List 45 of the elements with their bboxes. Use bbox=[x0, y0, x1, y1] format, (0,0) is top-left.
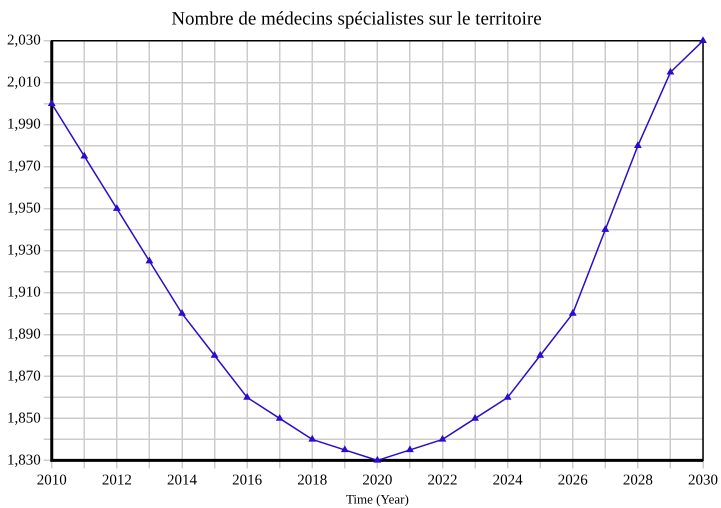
point bbox=[244, 394, 250, 400]
point bbox=[48, 100, 56, 106]
point bbox=[308, 436, 316, 442]
point bbox=[374, 456, 381, 463]
x-tick-label: 2022 bbox=[428, 472, 458, 488]
chart-title: Nombre de médecins spécialistes sur le territoire bbox=[171, 8, 542, 30]
y-tick-label: 2,030 bbox=[7, 32, 41, 49]
point bbox=[472, 414, 478, 421]
point bbox=[634, 142, 642, 148]
x-tick-label: 2024 bbox=[492, 472, 524, 488]
x-tick-label: 2018 bbox=[297, 472, 328, 488]
point bbox=[700, 37, 706, 44]
y-tick-label: 1,830 bbox=[7, 452, 41, 468]
point bbox=[439, 436, 446, 442]
point bbox=[667, 68, 674, 75]
y-tick-label: 1,850 bbox=[7, 410, 41, 426]
x-tick-label: 2014 bbox=[167, 472, 198, 488]
y-tick-label: 2,010 bbox=[7, 74, 41, 91]
x-tick-label: 2012 bbox=[102, 472, 132, 488]
point bbox=[80, 152, 88, 158]
point bbox=[211, 352, 218, 358]
point bbox=[276, 414, 284, 421]
x-tick-label: 2026 bbox=[558, 472, 588, 488]
x-tick-label: 2028 bbox=[622, 472, 653, 488]
y-tick-label: 1,950 bbox=[7, 200, 41, 217]
y-tick-label: 1,930 bbox=[7, 242, 41, 259]
x-tick-label: 2016 bbox=[232, 472, 263, 488]
point bbox=[178, 310, 186, 316]
point bbox=[504, 394, 511, 400]
y-tick-label: 1,910 bbox=[7, 284, 41, 300]
point bbox=[406, 446, 414, 452]
x-tick-label: 2020 bbox=[362, 472, 392, 488]
point bbox=[569, 310, 576, 316]
point bbox=[341, 446, 348, 452]
x-tick-label: 2030 bbox=[688, 472, 718, 488]
point bbox=[602, 226, 609, 232]
y-tick-label: 1,870 bbox=[7, 368, 41, 384]
point bbox=[536, 352, 544, 358]
y-tick-label: 1,890 bbox=[7, 326, 41, 342]
y-tick-label: 1,990 bbox=[7, 116, 41, 133]
x-axis-title: Time (Year) bbox=[346, 492, 409, 507]
x-tick-label: 2010 bbox=[36, 472, 67, 488]
y-tick-label: 1,970 bbox=[7, 158, 41, 175]
point bbox=[114, 204, 120, 211]
point bbox=[146, 257, 153, 264]
